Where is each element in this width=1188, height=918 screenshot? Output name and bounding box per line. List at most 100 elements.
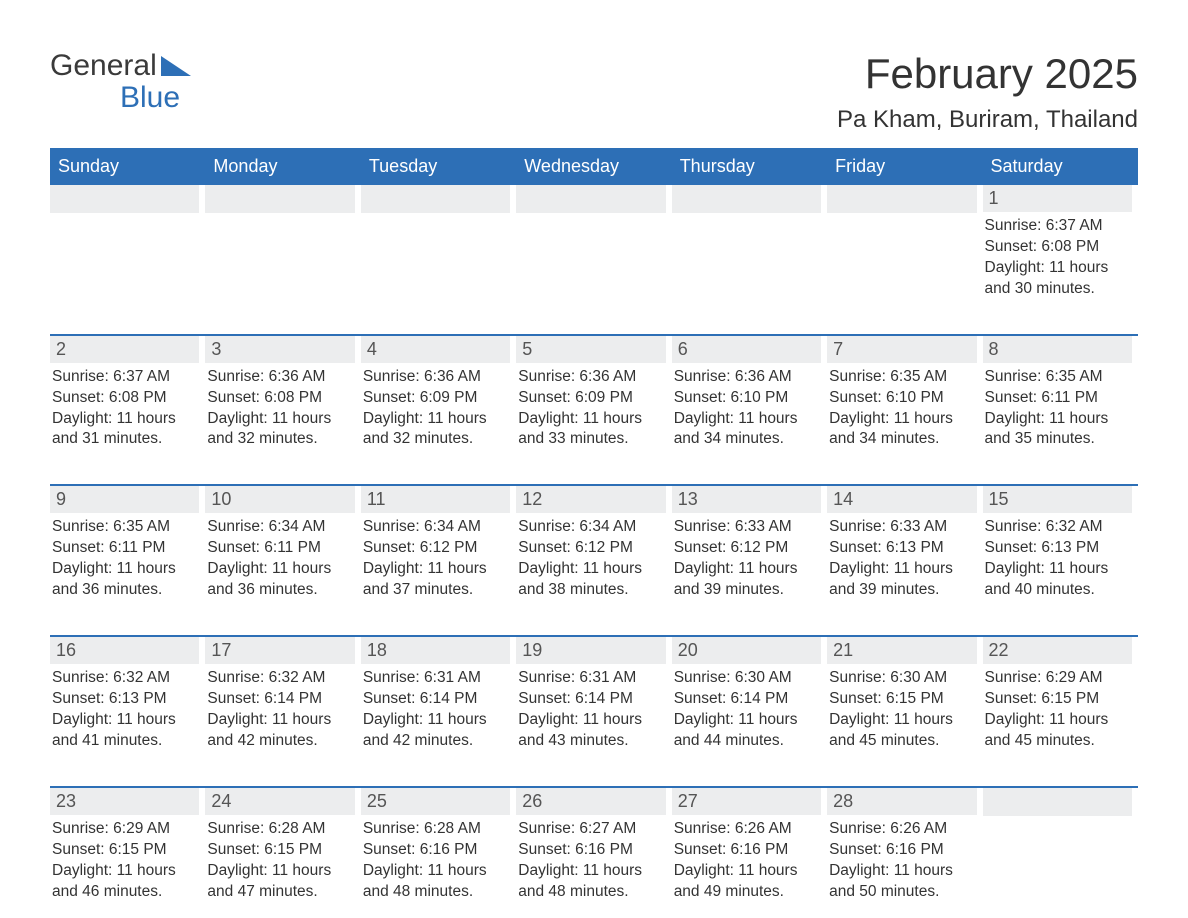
logo-word-blue: Blue <box>50 82 191 114</box>
sunset-line: Sunset: 6:08 PM <box>207 388 354 409</box>
day-data: Sunrise: 6:28 AMSunset: 6:15 PMDaylight:… <box>205 819 354 903</box>
weekday-header-cell: Wednesday <box>516 148 671 185</box>
sunset-line: Sunset: 6:15 PM <box>985 689 1132 710</box>
daylight-line: Daylight: 11 hours and 39 minutes. <box>674 559 821 601</box>
logo-triangle-icon <box>161 56 191 76</box>
day-number: 8 <box>983 336 1132 363</box>
calendar: SundayMondayTuesdayWednesdayThursdayFrid… <box>50 148 1138 908</box>
weekday-header-cell: Monday <box>205 148 360 185</box>
day-data: Sunrise: 6:32 AMSunset: 6:13 PMDaylight:… <box>50 668 199 752</box>
daylight-line: Daylight: 11 hours and 39 minutes. <box>829 559 976 601</box>
logo-top-row: General <box>50 50 191 82</box>
day-data: Sunrise: 6:37 AMSunset: 6:08 PMDaylight:… <box>983 216 1132 300</box>
day-data: Sunrise: 6:27 AMSunset: 6:16 PMDaylight:… <box>516 819 665 903</box>
sunset-line: Sunset: 6:11 PM <box>52 538 199 559</box>
day-number: 10 <box>205 486 354 513</box>
calendar-day-cell: 27 Sunrise: 6:26 AMSunset: 6:16 PMDayligh… <box>672 788 827 909</box>
day-data: Sunrise: 6:34 AMSunset: 6:11 PMDaylight:… <box>205 517 354 601</box>
sunset-line: Sunset: 6:16 PM <box>829 840 976 861</box>
daylight-line: Daylight: 11 hours and 48 minutes. <box>363 861 510 903</box>
day-number: 3 <box>205 336 354 363</box>
day-number: 23 <box>50 788 199 815</box>
day-data: Sunrise: 6:26 AMSunset: 6:16 PMDaylight:… <box>827 819 976 903</box>
sunset-line: Sunset: 6:14 PM <box>207 689 354 710</box>
calendar-day-cell: 20Sunrise: 6:30 AMSunset: 6:14 PMDayligh… <box>672 637 827 758</box>
day-number: 26 <box>516 788 665 815</box>
sunrise-line: Sunrise: 6:32 AM <box>985 517 1132 538</box>
calendar-day-cell: 11Sunrise: 6:34 AMSunset: 6:12 PMDayligh… <box>361 486 516 607</box>
calendar-week-row: 23Sunrise: 6:29 AMSunset: 6:15 PMDayligh… <box>50 786 1138 909</box>
daylight-line: Daylight: 11 hours and 37 minutes. <box>363 559 510 601</box>
day-data: Sunrise: 6:32 AMSunset: 6:14 PMDaylight:… <box>205 668 354 752</box>
daylight-line: Daylight: 11 hours and 38 minutes. <box>518 559 665 601</box>
daylight-line: Daylight: 11 hours and 50 minutes. <box>829 861 976 903</box>
calendar-week-row: 16 Sunrise: 6:32 AMSunset: 6:13 PMDayligh… <box>50 635 1138 758</box>
calendar-day-cell: 21Sunrise: 6:30 AMSunset: 6:15 PMDayligh… <box>827 637 982 758</box>
page-title: February 2025 <box>837 50 1138 98</box>
sunrise-line: Sunrise: 6:26 AM <box>674 819 821 840</box>
sunrise-line: Sunrise: 6:34 AM <box>207 517 354 538</box>
sunset-line: Sunset: 6:16 PM <box>363 840 510 861</box>
sunrise-line: Sunrise: 6:34 AM <box>363 517 510 538</box>
day-data: Sunrise: 6:36 AMSunset: 6:08 PMDaylight:… <box>205 367 354 451</box>
day-number: 24 <box>205 788 354 815</box>
calendar-week-row: 1Sunrise: 6:37 AMSunset: 6:08 PMDaylight… <box>50 185 1138 306</box>
daylight-line: Daylight: 11 hours and 34 minutes. <box>674 409 821 451</box>
day-number <box>672 185 821 213</box>
sunset-line: Sunset: 6:09 PM <box>518 388 665 409</box>
calendar-day-cell: 19 Sunrise: 6:31 AMSunset: 6:14 PMDayligh… <box>516 637 671 758</box>
day-number: 16 <box>50 637 199 664</box>
sunset-line: Sunset: 6:15 PM <box>829 689 976 710</box>
day-data: Sunrise: 6:31 AMSunset: 6:14 PMDaylight:… <box>516 668 665 752</box>
day-number: 15 <box>983 486 1132 513</box>
calendar-day-cell: 26 Sunrise: 6:27 AMSunset: 6:16 PMDayligh… <box>516 788 671 909</box>
day-number: 18 <box>361 637 510 664</box>
sunrise-line: Sunrise: 6:29 AM <box>985 668 1132 689</box>
calendar-day-cell: 9Sunrise: 6:35 AMSunset: 6:11 PMDaylight… <box>50 486 205 607</box>
daylight-line: Daylight: 11 hours and 34 minutes. <box>829 409 976 451</box>
day-data: Sunrise: 6:33 AMSunset: 6:13 PMDaylight:… <box>827 517 976 601</box>
day-number: 19 <box>516 637 665 664</box>
daylight-line: Daylight: 11 hours and 45 minutes. <box>985 710 1132 752</box>
day-number: 11 <box>361 486 510 513</box>
day-number <box>205 185 354 213</box>
daylight-line: Daylight: 11 hours and 49 minutes. <box>674 861 821 903</box>
weekday-header-row: SundayMondayTuesdayWednesdayThursdayFrid… <box>50 148 1138 185</box>
calendar-day-cell: 17Sunrise: 6:32 AMSunset: 6:14 PMDayligh… <box>205 637 360 758</box>
day-data: Sunrise: 6:29 AMSunset: 6:15 PMDaylight:… <box>983 668 1132 752</box>
sunrise-line: Sunrise: 6:33 AM <box>829 517 976 538</box>
day-data: Sunrise: 6:31 AMSunset: 6:14 PMDaylight:… <box>361 668 510 752</box>
day-number <box>827 185 976 213</box>
calendar-day-cell: 5 Sunrise: 6:36 AMSunset: 6:09 PMDaylight… <box>516 336 671 457</box>
calendar-day-cell <box>50 185 205 306</box>
sunset-line: Sunset: 6:14 PM <box>518 689 665 710</box>
sunrise-line: Sunrise: 6:37 AM <box>52 367 199 388</box>
calendar-day-cell <box>516 185 671 306</box>
day-number: 5 <box>516 336 665 363</box>
day-number: 7 <box>827 336 976 363</box>
day-data: Sunrise: 6:26 AMSunset: 6:16 PMDaylight:… <box>672 819 821 903</box>
sunrise-line: Sunrise: 6:33 AM <box>674 517 821 538</box>
sunset-line: Sunset: 6:13 PM <box>829 538 976 559</box>
daylight-line: Daylight: 11 hours and 40 minutes. <box>985 559 1132 601</box>
calendar-day-cell: 23Sunrise: 6:29 AMSunset: 6:15 PMDayligh… <box>50 788 205 909</box>
weekday-header-cell: Tuesday <box>361 148 516 185</box>
day-number: 4 <box>361 336 510 363</box>
sunset-line: Sunset: 6:16 PM <box>518 840 665 861</box>
daylight-line: Daylight: 11 hours and 43 minutes. <box>518 710 665 752</box>
day-data: Sunrise: 6:36 AMSunset: 6:09 PMDaylight:… <box>516 367 665 451</box>
calendar-day-cell <box>827 185 982 306</box>
sunrise-line: Sunrise: 6:27 AM <box>518 819 665 840</box>
calendar-day-cell <box>361 185 516 306</box>
day-data: Sunrise: 6:37 AMSunset: 6:08 PMDaylight:… <box>50 367 199 451</box>
day-number: 21 <box>827 637 976 664</box>
day-number: 27 <box>672 788 821 815</box>
daylight-line: Daylight: 11 hours and 31 minutes. <box>52 409 199 451</box>
sunset-line: Sunset: 6:13 PM <box>52 689 199 710</box>
calendar-day-cell: 14Sunrise: 6:33 AMSunset: 6:13 PMDayligh… <box>827 486 982 607</box>
daylight-line: Daylight: 11 hours and 41 minutes. <box>52 710 199 752</box>
sunrise-line: Sunrise: 6:35 AM <box>52 517 199 538</box>
sunrise-line: Sunrise: 6:36 AM <box>363 367 510 388</box>
sunset-line: Sunset: 6:14 PM <box>363 689 510 710</box>
daylight-line: Daylight: 11 hours and 44 minutes. <box>674 710 821 752</box>
